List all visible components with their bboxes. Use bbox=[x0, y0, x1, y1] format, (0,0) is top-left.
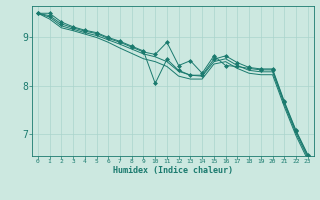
X-axis label: Humidex (Indice chaleur): Humidex (Indice chaleur) bbox=[113, 166, 233, 175]
